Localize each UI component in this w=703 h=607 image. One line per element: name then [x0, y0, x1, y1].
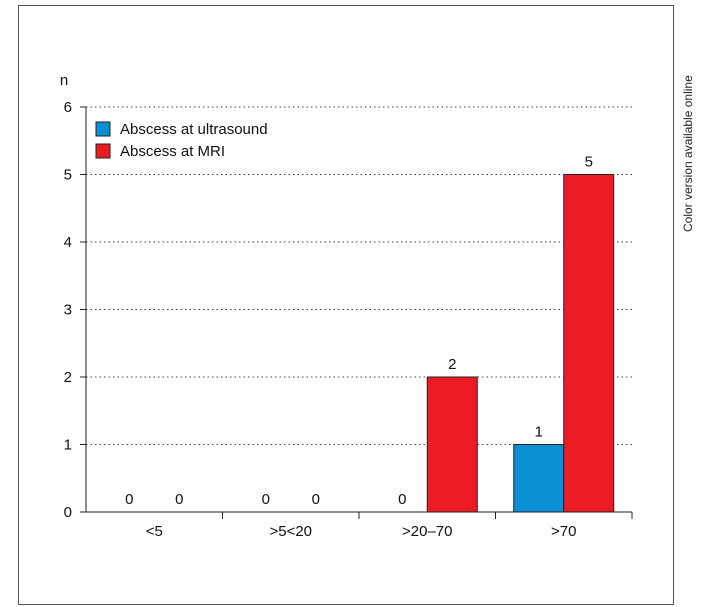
bars — [426, 174, 615, 513]
bar-mri — [426, 376, 478, 513]
figure-frame — [18, 5, 674, 605]
color-note-text: Color version available online — [681, 75, 695, 232]
data-label: 0 — [125, 491, 133, 508]
legend-swatch — [95, 143, 111, 159]
x-tick-label: >20–70 — [402, 523, 452, 540]
data-label: 2 — [448, 356, 456, 373]
y-axis-label: n — [60, 72, 68, 89]
data-labels: 0 0 0 0 0 2 1 5 — [125, 154, 593, 509]
bar-mri — [563, 174, 615, 513]
data-label: 1 — [535, 424, 543, 441]
legend: Abscess at ultrasound Abscess at MRI — [95, 121, 268, 160]
color-note: Color version available online — [681, 75, 695, 232]
y-tick-label: 4 — [64, 234, 72, 251]
data-label: 5 — [585, 154, 593, 171]
x-tick-label: <5 — [146, 523, 163, 540]
data-label: 0 — [262, 491, 270, 508]
data-label: 0 — [398, 491, 406, 508]
x-tick-label: >5<20 — [269, 523, 312, 540]
legend-label: Abscess at ultrasound — [120, 121, 268, 138]
legend-swatch — [95, 121, 111, 137]
gridlines — [86, 106, 632, 445]
bar-ultrasound — [513, 444, 565, 513]
x-tick-label: >70 — [551, 523, 576, 540]
y-tick-label: 5 — [64, 167, 72, 184]
axes: 0 1 2 3 4 5 6 n <5 >5<20 >20–70 >70 — [60, 72, 633, 540]
y-tick-label: 1 — [64, 437, 72, 454]
y-tick-label: 6 — [64, 99, 72, 116]
y-tick-label: 0 — [64, 504, 72, 521]
y-tick-label: 3 — [64, 302, 72, 319]
y-tick-label: 2 — [64, 369, 72, 386]
data-label: 0 — [312, 491, 320, 508]
legend-label: Abscess at MRI — [120, 143, 225, 160]
data-label: 0 — [175, 491, 183, 508]
